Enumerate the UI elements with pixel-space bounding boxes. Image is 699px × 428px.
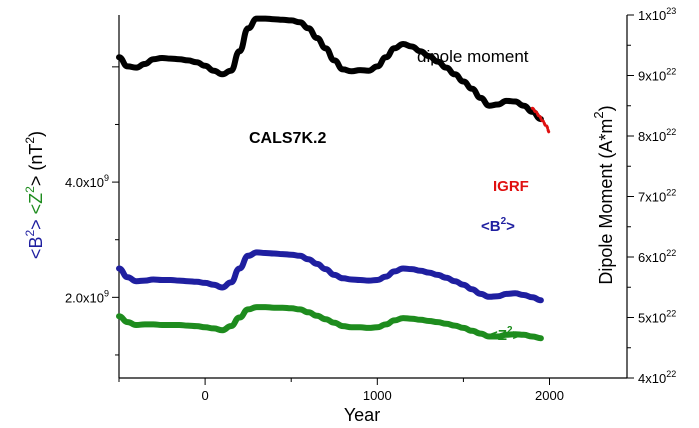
- series-line-z2: [116, 304, 544, 342]
- annotation-dipole-moment: dipole moment: [417, 47, 529, 66]
- left-axis-label-part: ): [26, 131, 46, 137]
- left-axis-label-part: <B: [26, 237, 46, 260]
- annotation-igrf: IGRF: [493, 178, 529, 195]
- right-tick-label: 8x1022: [638, 127, 676, 144]
- series-layer: [116, 15, 551, 342]
- series-line-igrf: [530, 106, 551, 134]
- annotation-b2-sup: 2: [501, 216, 507, 227]
- right-tick-label: 1x1023: [638, 6, 676, 23]
- left-tick-label: 2.0x109: [65, 288, 109, 305]
- left-axis-label-part: 2: [23, 186, 37, 193]
- annotation-z2-sup: 2: [507, 325, 513, 336]
- right-axis-label-close: ): [596, 105, 616, 111]
- x-axis-label: Year: [344, 405, 380, 425]
- left-axis-label: <B2> <Z2> (nT2): [23, 131, 46, 259]
- left-axis-label-part: 2: [23, 230, 37, 237]
- x-tick-label: 2000: [535, 388, 564, 403]
- annotation-z2: <Z2>: [489, 325, 522, 344]
- right-axis-label: Dipole Moment (A*m2): [591, 105, 616, 284]
- annotation-b2-close: >: [506, 218, 515, 235]
- x-tick-label: 1000: [363, 388, 392, 403]
- right-tick-label: 4x1022: [638, 369, 676, 386]
- annotation-model-name: CALS7K.2: [249, 130, 326, 147]
- left-axis-label-part: > (nT: [26, 144, 46, 187]
- annotation-b2-base: <B: [481, 218, 501, 235]
- right-tick-label: 9x1022: [638, 67, 676, 84]
- annotation-z2-base: <Z: [489, 327, 507, 344]
- left-tick-label: 4.0x109: [65, 173, 109, 190]
- right-tick-label: 6x1022: [638, 248, 676, 265]
- annotation-z2-close: >: [513, 327, 522, 344]
- left-axis-label-part: <Z: [26, 193, 46, 215]
- right-axis-label-text: Dipole Moment (A*m: [596, 119, 616, 285]
- annotation-b2: <B2>: [481, 216, 515, 235]
- left-axis-label-part: >: [26, 214, 46, 230]
- left-axis-label-part: 2: [23, 137, 37, 144]
- series-line-b2: [116, 249, 544, 304]
- x-tick-label: 0: [201, 388, 208, 403]
- right-tick-label: 5x1022: [638, 309, 676, 326]
- right-axis-label-sup: 2: [591, 111, 606, 118]
- right-tick-label: 7x1022: [638, 188, 676, 205]
- series-line-dipole-moment: [116, 15, 544, 123]
- axes: 0 1000 2000 2.0x109 4.0x109 4x1022 5x1022 6x102…: [65, 6, 676, 403]
